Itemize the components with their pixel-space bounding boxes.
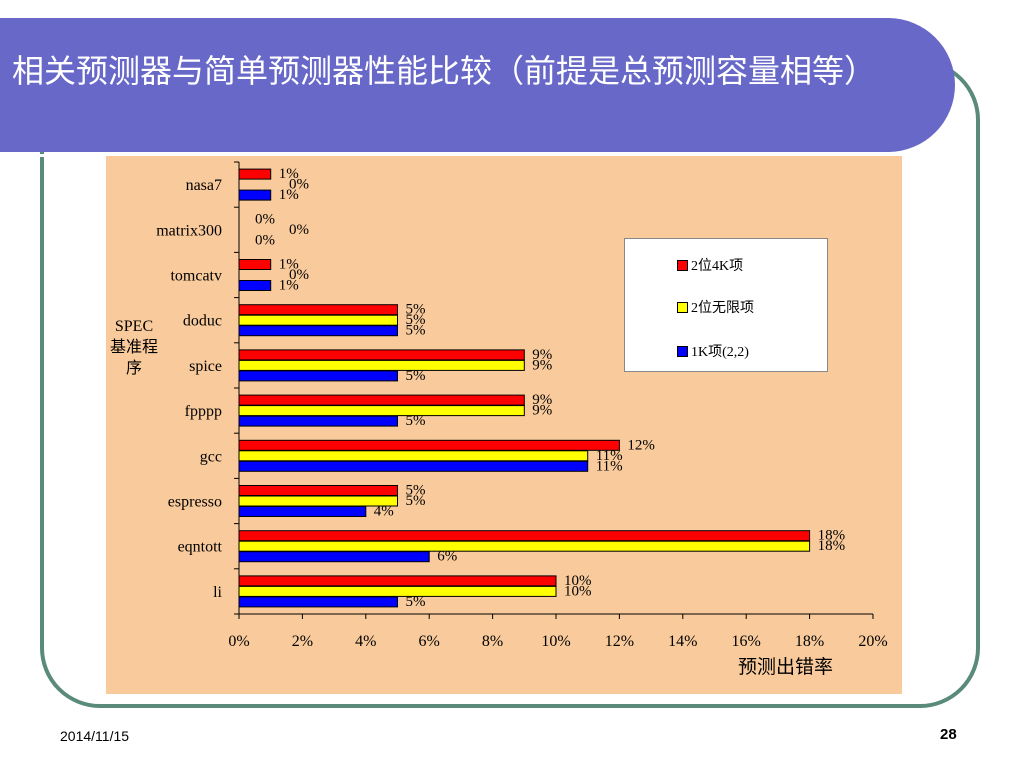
x-tick-label: 12% [605,633,634,650]
bar [238,439,620,451]
category-label: matrix300 [156,222,222,239]
data-label: 0% [255,211,275,227]
data-label: 9% [532,403,552,419]
category-label: fpppp [185,403,222,420]
x-tick-label: 14% [668,633,697,650]
legend-item-series-1: 2位4K项 [677,255,743,275]
data-label: 5% [406,312,426,328]
data-label: 0% [289,222,309,238]
bar [238,280,272,291]
chart-legend: 2位4K项 2位无限项 1K项(2,2) [624,238,828,372]
bar [238,506,367,517]
data-label: 18% [818,528,846,544]
slide-title: 相关预测器与简单预测器性能比较（前提是总预测容量相等） [12,48,932,94]
bar [238,325,398,337]
legend-item-series-3: 1K项(2,2) [677,341,749,361]
data-label: 9% [532,392,552,408]
bar [238,394,525,406]
data-label: 9% [532,347,552,363]
bar [238,596,398,608]
data-label: 11% [596,448,623,464]
bar [238,530,811,542]
data-label: 0% [289,267,309,283]
data-label: 10% [564,583,592,599]
slide-title-note: （前提是总预测容量相等） [492,52,877,90]
data-label: 5% [406,302,426,318]
data-label: 6% [437,549,457,565]
bar [238,460,589,472]
legend-label-series-1: 2位4K项 [691,259,744,274]
data-label: 10% [564,573,592,589]
data-label: 18% [818,538,846,554]
category-label: gcc [200,448,222,465]
legend-swatch-series-2 [677,301,688,313]
x-tick-label: 0% [228,633,249,650]
bar [238,575,557,587]
x-axis-label: 预测出错率 [738,656,834,678]
data-label: 0% [289,177,309,193]
category-label: nasa7 [186,177,222,194]
legend-label-series-3: 1K项(2,2) [691,345,749,360]
y-axis-label: SPEC基准程序 [110,318,159,377]
bar [238,314,398,326]
bar [238,450,589,462]
x-tick-label: 20% [858,633,887,650]
bar [238,540,811,552]
data-label: 5% [406,323,426,339]
title-rule [0,154,905,157]
x-tick-label: 8% [482,633,503,650]
bar [238,304,398,316]
category-label: spice [189,358,222,375]
footer-page-number: 28 [940,726,957,743]
legend-label-series-2: 2位无限项 [691,301,754,316]
legend-swatch-series-3 [677,345,688,357]
data-label: 4% [374,504,394,520]
data-label: 1% [279,166,299,182]
bar [238,405,525,417]
data-label: 12% [627,437,655,453]
category-label: li [213,584,222,601]
category-label: tomcatv [170,268,222,285]
x-tick-label: 18% [795,633,824,650]
data-label: 1% [279,187,299,203]
data-label: 5% [406,594,426,610]
category-label: doduc [183,313,222,330]
legend-item-series-2: 2位无限项 [677,297,754,317]
bar [238,415,398,427]
title-bar: 相关预测器与简单预测器性能比较（前提是总预测容量相等） [0,18,955,157]
bar [238,359,525,371]
bar [238,485,398,496]
category-label: eqntott [178,539,223,556]
bar [238,551,430,563]
x-tick-label: 2% [292,633,313,650]
bar [238,259,272,270]
legend-swatch-series-1 [677,259,688,271]
data-label: 1% [279,257,299,273]
footer-date: 2014/11/15 [60,728,130,744]
data-label: 5% [406,413,426,429]
bar [238,349,525,361]
bar [238,370,398,382]
data-label: 11% [596,458,623,474]
data-label: 5% [406,483,426,499]
bar [238,585,557,597]
x-tick-label: 16% [732,633,761,650]
data-label: 9% [532,357,552,373]
bar [238,168,272,180]
x-tick-label: 10% [541,633,570,650]
category-label: espresso [168,494,222,511]
data-label: 5% [406,368,426,384]
data-label: 1% [279,278,299,294]
x-tick-label: 4% [355,633,376,650]
bar [238,189,272,201]
slide-title-main: 相关预测器与简单预测器性能比较 [12,52,493,90]
data-label: 5% [406,493,426,509]
data-label: 0% [255,232,275,248]
x-tick-label: 6% [419,633,440,650]
